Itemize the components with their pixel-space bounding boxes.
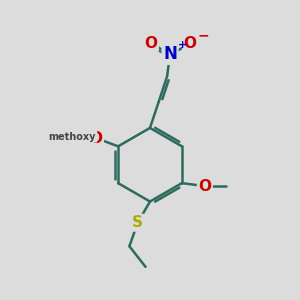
Text: S: S	[132, 215, 143, 230]
Text: +: +	[177, 40, 187, 50]
Text: methoxy: methoxy	[49, 132, 96, 142]
Text: O: O	[89, 130, 103, 146]
Text: O: O	[144, 36, 158, 51]
Text: O: O	[184, 37, 196, 52]
Text: −: −	[197, 28, 209, 43]
Text: O: O	[198, 178, 211, 194]
Text: N: N	[163, 45, 177, 63]
